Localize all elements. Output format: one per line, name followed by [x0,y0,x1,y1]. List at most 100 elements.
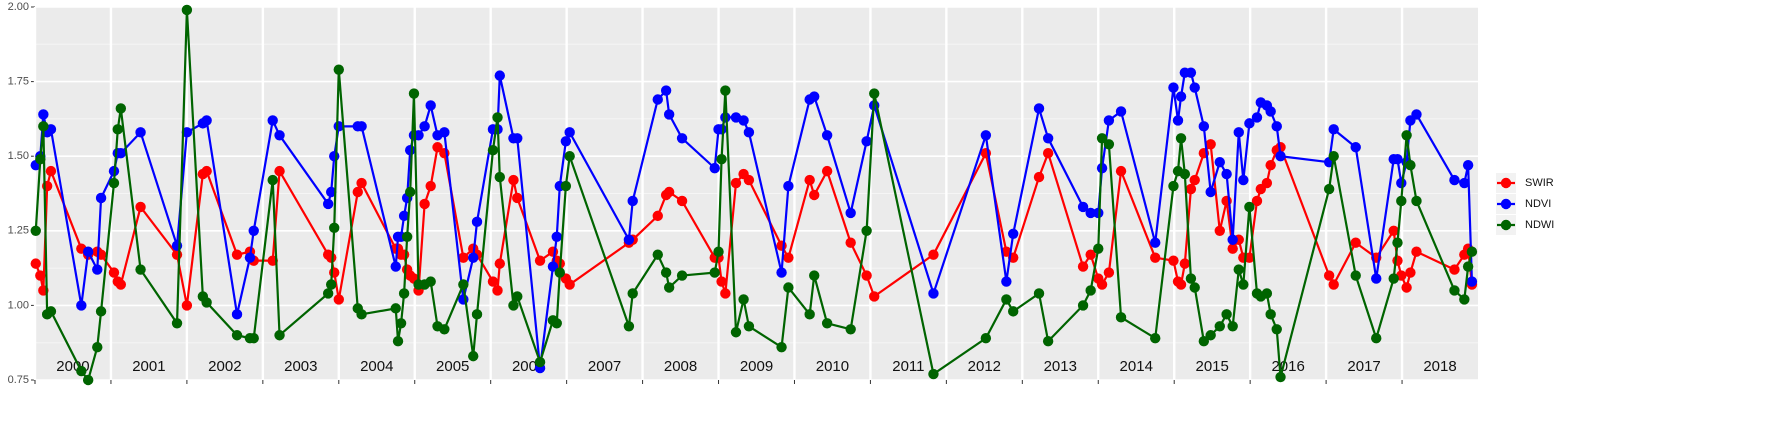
data-point [1179,168,1191,180]
data-point [201,115,212,126]
data-point [1168,255,1179,266]
data-point [231,309,243,320]
data-point [534,356,546,368]
data-point [1168,180,1179,192]
data-point [547,261,559,272]
year-label: 2013 [1044,358,1077,375]
data-point [1449,264,1460,275]
data-point [1115,165,1127,177]
data-point [716,124,727,135]
data-point [425,100,436,111]
data-point [928,288,939,299]
data-point [1396,195,1407,207]
data-point [274,130,285,141]
data-point [1185,183,1197,195]
data-point [274,330,285,341]
data-point [676,195,688,207]
data-point [809,270,820,281]
data-point [1244,201,1255,213]
data-point [135,127,146,138]
data-point [432,142,443,153]
data-point [1275,151,1286,162]
data-point [1042,148,1054,159]
data-point [1189,82,1200,93]
data-point [404,186,416,198]
data-point [325,279,337,290]
data-point [135,201,146,213]
data-point [1466,246,1478,257]
data-point [171,249,183,260]
data-point [1103,115,1115,126]
data-point [1096,279,1108,290]
data-point [709,162,720,174]
data-point [551,231,562,242]
data-point [1371,333,1382,344]
data-point [623,321,635,332]
data-point [560,136,572,147]
data-point [716,153,727,165]
data-point [809,189,820,201]
data-point [713,246,724,257]
data-point [35,270,46,281]
data-point [30,225,41,236]
data-point [82,374,94,386]
data-point [356,309,367,320]
data-point [1462,261,1474,272]
data-point [1251,195,1263,207]
data-point [660,85,672,96]
year-label: 2003 [284,358,317,375]
data-point [1449,285,1460,296]
data-point [804,309,815,320]
data-point [1085,249,1096,260]
year-label: 2007 [588,358,621,375]
data-point [135,264,146,275]
legend-point [1500,219,1512,231]
data-point [1459,294,1470,305]
data-point [1198,336,1210,347]
data-point [1405,267,1416,278]
data-point [1172,115,1184,126]
data-point [809,91,820,102]
data-point [1251,112,1263,123]
data-point [738,115,749,126]
data-point [1233,264,1244,275]
data-point [1271,121,1282,132]
legend-label: NDVI [1525,198,1551,210]
data-point [1198,121,1210,132]
data-point [398,288,410,299]
data-point [743,321,755,332]
data-point [471,216,483,228]
data-point [1001,276,1012,287]
data-point [980,130,992,141]
data-point [1459,177,1470,189]
y-tick-label: 1.25 [8,225,29,237]
data-point [660,267,672,278]
data-point [492,285,503,296]
data-point [1077,201,1089,213]
data-point [487,276,499,287]
data-point [776,240,787,251]
data-point [716,276,727,287]
data-point [1042,133,1054,144]
data-point [1227,243,1238,254]
data-point [845,237,856,248]
data-point [1265,159,1276,171]
data-point [1392,255,1403,266]
data-point [1233,127,1244,138]
data-point [1150,237,1161,248]
data-point [76,365,87,377]
data-point [1244,252,1255,263]
data-point [1388,273,1399,284]
data-point [1115,106,1127,117]
data-point [231,249,243,260]
data-point [652,249,663,260]
data-point [45,165,57,177]
data-point [244,252,256,263]
data-point [30,258,41,269]
data-point [1033,288,1045,299]
data-point [783,282,794,293]
data-point [92,341,103,353]
data-point [1238,174,1249,186]
data-point [709,267,720,278]
